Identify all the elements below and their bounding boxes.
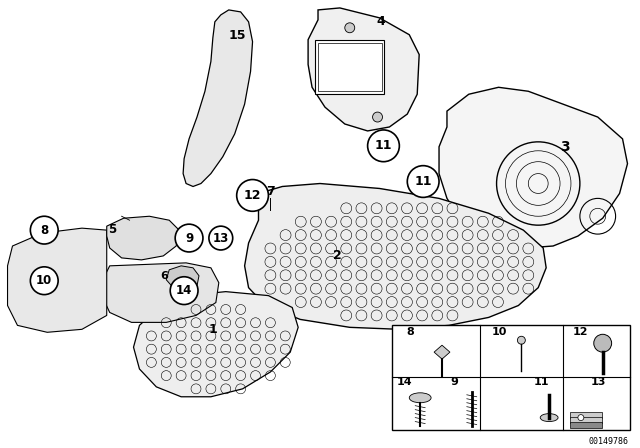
Text: 5: 5 bbox=[108, 223, 116, 236]
Circle shape bbox=[517, 336, 525, 344]
Text: 00149786: 00149786 bbox=[589, 437, 628, 447]
Bar bbox=[570, 422, 602, 427]
Text: 2: 2 bbox=[333, 250, 342, 263]
Polygon shape bbox=[183, 10, 253, 186]
Text: 11: 11 bbox=[533, 377, 548, 387]
Polygon shape bbox=[308, 8, 419, 131]
Text: 3: 3 bbox=[560, 140, 570, 154]
Circle shape bbox=[237, 180, 268, 211]
Polygon shape bbox=[102, 263, 219, 323]
Text: 4: 4 bbox=[376, 15, 385, 28]
Circle shape bbox=[30, 216, 58, 244]
Text: 13: 13 bbox=[591, 377, 606, 387]
Polygon shape bbox=[166, 266, 199, 290]
Text: 8: 8 bbox=[406, 327, 414, 337]
Bar bbox=[318, 43, 381, 91]
Text: 8: 8 bbox=[40, 224, 49, 237]
Text: 12: 12 bbox=[573, 327, 588, 337]
Polygon shape bbox=[8, 228, 107, 332]
Polygon shape bbox=[439, 87, 627, 248]
Polygon shape bbox=[434, 345, 450, 359]
Circle shape bbox=[175, 224, 203, 252]
Ellipse shape bbox=[409, 393, 431, 403]
Text: 12: 12 bbox=[244, 189, 261, 202]
Bar bbox=[315, 40, 385, 94]
Text: 9: 9 bbox=[450, 377, 458, 387]
Circle shape bbox=[372, 112, 383, 122]
Text: 13: 13 bbox=[212, 232, 229, 245]
Text: 10: 10 bbox=[36, 274, 52, 287]
Circle shape bbox=[345, 23, 355, 33]
Bar bbox=[392, 325, 630, 430]
Text: 10: 10 bbox=[492, 327, 507, 337]
Text: 9: 9 bbox=[185, 232, 193, 245]
Text: 14: 14 bbox=[396, 377, 412, 387]
Text: 14: 14 bbox=[176, 284, 192, 297]
Text: 15: 15 bbox=[229, 29, 246, 42]
Text: 11: 11 bbox=[375, 139, 392, 152]
Polygon shape bbox=[134, 292, 298, 397]
Circle shape bbox=[209, 226, 233, 250]
Polygon shape bbox=[244, 184, 546, 329]
Text: 11: 11 bbox=[415, 175, 432, 188]
Ellipse shape bbox=[540, 414, 558, 422]
Circle shape bbox=[170, 277, 198, 305]
Bar bbox=[570, 412, 602, 418]
Bar bbox=[570, 417, 602, 422]
Circle shape bbox=[30, 267, 58, 295]
Text: 7: 7 bbox=[266, 185, 275, 198]
Circle shape bbox=[407, 166, 439, 198]
Text: 6: 6 bbox=[161, 271, 168, 281]
Circle shape bbox=[578, 415, 584, 421]
Text: 1: 1 bbox=[209, 323, 217, 336]
Circle shape bbox=[594, 334, 612, 352]
Polygon shape bbox=[107, 216, 179, 260]
Circle shape bbox=[367, 130, 399, 162]
